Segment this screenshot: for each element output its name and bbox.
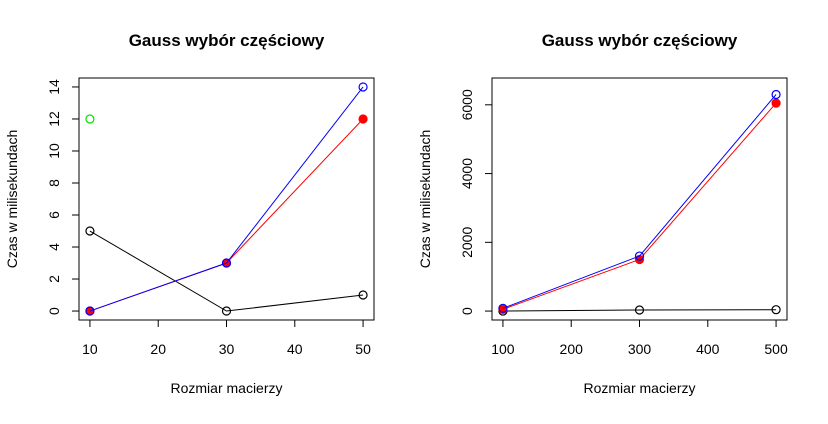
y-tick-label: 0 bbox=[459, 307, 475, 315]
x-tick-label: 10 bbox=[82, 341, 98, 357]
data-point bbox=[634, 251, 645, 261]
x-tick-label: 100 bbox=[491, 341, 515, 357]
y-axis-label: Czas w milisekundach bbox=[417, 130, 433, 269]
y-tick-label: 8 bbox=[46, 179, 62, 187]
y-tick-label: 14 bbox=[46, 79, 62, 95]
series-line bbox=[502, 94, 777, 309]
series-line bbox=[89, 86, 364, 312]
data-point bbox=[358, 290, 368, 300]
data-point bbox=[358, 114, 368, 124]
y-tick-label: 6000 bbox=[459, 89, 475, 120]
x-tick-label: 30 bbox=[219, 341, 235, 357]
series-line bbox=[89, 230, 364, 312]
x-tick-label: 200 bbox=[560, 341, 584, 357]
chart-title: Gauss wybór częściowy bbox=[542, 31, 738, 50]
x-tick-label: 20 bbox=[150, 341, 166, 357]
data-point bbox=[634, 305, 645, 315]
x-tick-label: 40 bbox=[287, 341, 303, 357]
x-tick-label: 400 bbox=[696, 341, 720, 357]
y-tick-label: 2000 bbox=[459, 227, 475, 258]
y-tick-label: 4000 bbox=[459, 158, 475, 189]
x-axis-label: Rozmiar macierzy bbox=[583, 380, 695, 396]
x-tick-label: 50 bbox=[355, 341, 371, 357]
data-point bbox=[85, 226, 95, 236]
x-tick-label: 500 bbox=[764, 341, 788, 357]
data-point bbox=[221, 306, 232, 316]
y-tick-label: 12 bbox=[46, 111, 62, 127]
plot-box bbox=[491, 77, 788, 321]
x-tick-label: 300 bbox=[628, 341, 652, 357]
chart-title: Gauss wybór częściowy bbox=[129, 31, 325, 50]
plot-box bbox=[78, 77, 375, 321]
y-tick-label: 2 bbox=[46, 275, 62, 283]
series-line bbox=[89, 118, 364, 312]
data-point bbox=[498, 303, 508, 313]
data-point bbox=[771, 89, 781, 100]
data-point bbox=[771, 98, 781, 108]
data-point bbox=[85, 306, 95, 316]
series-line bbox=[502, 102, 777, 310]
series-line bbox=[502, 309, 777, 312]
y-tick-label: 0 bbox=[46, 307, 62, 315]
data-point bbox=[221, 258, 232, 268]
data-point bbox=[771, 305, 781, 315]
y-tick-label: 4 bbox=[46, 243, 62, 251]
y-tick-label: 10 bbox=[46, 143, 62, 159]
x-axis-label: Rozmiar macierzy bbox=[170, 380, 282, 396]
y-tick-label: 6 bbox=[46, 211, 62, 219]
y-axis-label: Czas w milisekundach bbox=[4, 130, 20, 269]
data-point bbox=[358, 82, 368, 92]
data-point bbox=[85, 114, 95, 124]
